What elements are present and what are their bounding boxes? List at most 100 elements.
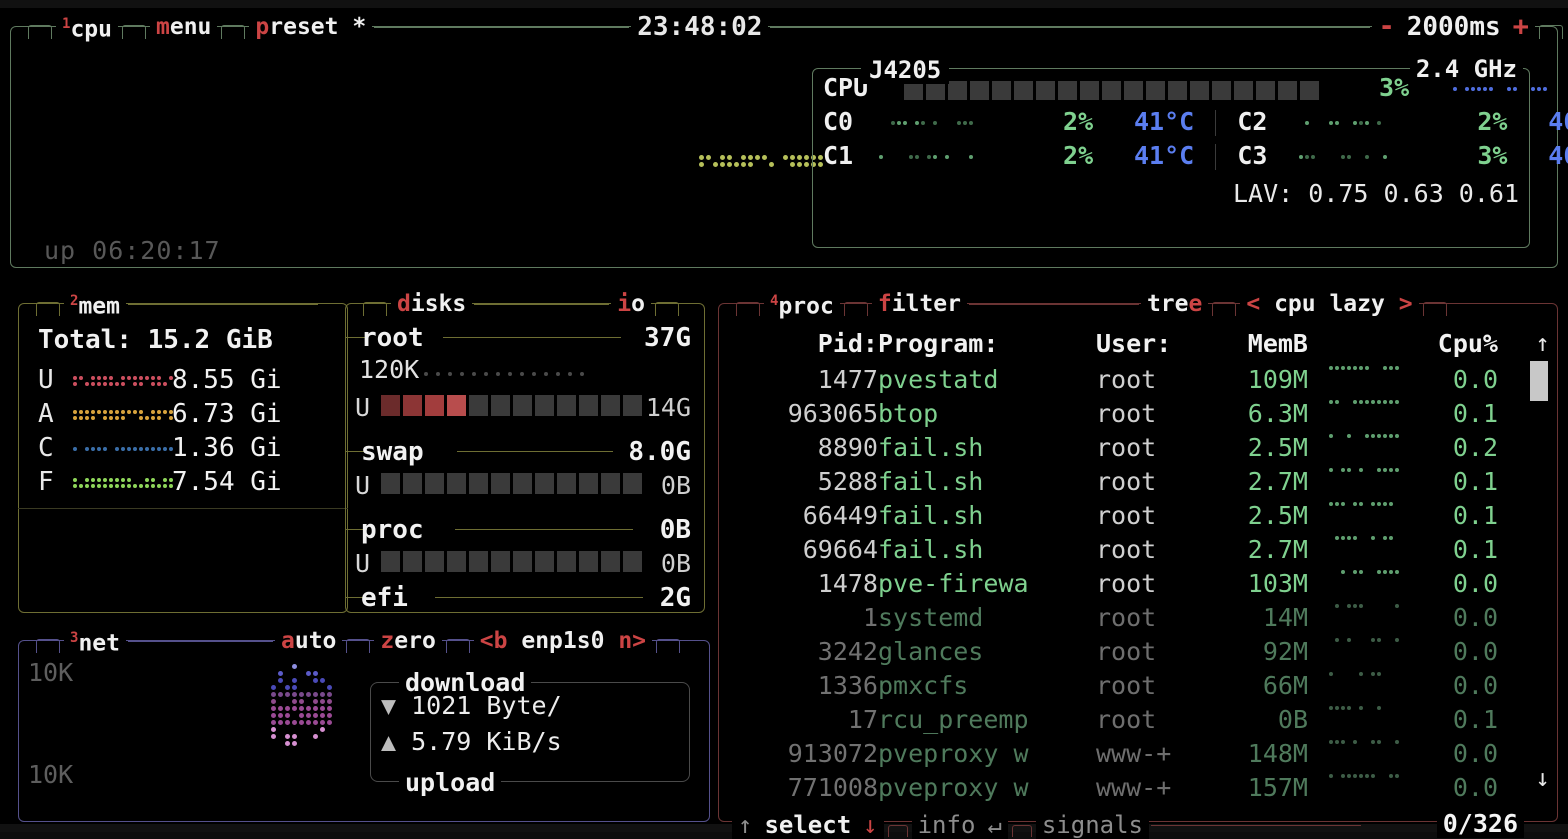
- net-zero-button[interactable]: zero: [374, 630, 441, 652]
- cell-cpu: 0.0: [1428, 637, 1498, 666]
- col-header-memb[interactable]: MemB: [1188, 329, 1308, 358]
- meter-block: [579, 551, 598, 572]
- download-speed: 1021 Byte/: [411, 691, 562, 720]
- net-iface-selector[interactable]: <b enp1s0 n>: [474, 630, 652, 652]
- cell-program: pveproxy w: [878, 739, 1029, 768]
- disks-panel-body: root 37G 120K U 14G swap 8.0G U 0B: [345, 303, 705, 613]
- auto-hotkey: a: [281, 628, 295, 654]
- core-percent-c1: 2%: [1043, 143, 1093, 169]
- cell-cpu: 0.0: [1428, 603, 1498, 632]
- mem-graph-a: [72, 409, 172, 421]
- cell-cpu-graph: [1328, 705, 1400, 711]
- net-auto-button[interactable]: auto: [275, 630, 342, 652]
- cell-pid: 69664: [728, 535, 878, 564]
- cell-cpu: 0.1: [1428, 705, 1498, 734]
- filter-button[interactable]: filter: [872, 293, 967, 315]
- cell-mem: 2.5M: [1188, 501, 1308, 530]
- net-panel-body: 10K 10K download upload ▼ 1021 Byte/ ▲ 5…: [18, 640, 710, 822]
- core-temp-c0: 41°C: [1108, 109, 1194, 135]
- iface-next-button[interactable]: n>: [618, 628, 646, 654]
- cpu-title[interactable]: 1cpu: [56, 13, 118, 41]
- net-panel: 3net auto zero <b enp1s0 n> 10K 10K down…: [18, 630, 710, 822]
- net-scale-bottom: 10K: [28, 760, 73, 789]
- net-scale-top: 10K: [28, 658, 73, 687]
- cell-program: btop: [878, 399, 938, 428]
- meter-block: [491, 395, 510, 416]
- cpu-total-percent: 3%: [1337, 75, 1409, 101]
- signals-label[interactable]: signals: [1036, 811, 1149, 839]
- tree-toggle[interactable]: tree: [1141, 293, 1208, 315]
- sort-selector[interactable]: < cpu lazy >: [1240, 293, 1418, 315]
- cell-cpu: 0.1: [1428, 501, 1498, 530]
- cell-user: root: [1096, 671, 1156, 700]
- net-bracket-iface: [446, 639, 470, 653]
- core-percent-c3: 3%: [1457, 143, 1507, 169]
- disk-rule-mid: [443, 337, 621, 338]
- cell-mem: 92M: [1188, 637, 1308, 666]
- col-header-pid[interactable]: Pid:: [728, 329, 878, 358]
- interval-plus-button[interactable]: +: [1507, 16, 1535, 38]
- disk-free-root: 14G: [646, 393, 691, 422]
- info-label[interactable]: info: [912, 811, 982, 839]
- mem-value-available: 6.73 Gi: [172, 399, 282, 429]
- mem-graph-c: [72, 446, 172, 452]
- disk-io-graph-root: [423, 371, 591, 377]
- net-title[interactable]: 3net: [64, 627, 126, 655]
- meter-block: [1212, 81, 1231, 100]
- io-toggle[interactable]: io: [611, 293, 651, 315]
- meter-block: [535, 395, 554, 416]
- col-header-user[interactable]: User:: [1096, 329, 1171, 358]
- cell-cpu: 0.0: [1428, 671, 1498, 700]
- disk-io-root: 120K: [359, 355, 419, 384]
- cell-user: root: [1096, 467, 1156, 496]
- filter-hotkey: f: [878, 291, 892, 317]
- footer-bracket-info: [888, 825, 908, 837]
- select-up-icon[interactable]: ↑: [732, 811, 758, 839]
- meter-block: [623, 395, 642, 416]
- core-percent-c0: 2%: [1043, 109, 1093, 135]
- interval-minus-button[interactable]: -: [1372, 16, 1400, 38]
- cell-user: root: [1096, 569, 1156, 598]
- proc-scrollbar-thumb[interactable]: [1530, 361, 1548, 401]
- meter-block: [601, 473, 620, 494]
- iface-prev-button[interactable]: <b: [480, 628, 508, 654]
- load-average-row: LAV: 0.75 0.63 0.61: [1233, 179, 1519, 208]
- meter-block: [1300, 81, 1319, 100]
- meter-block: [425, 551, 444, 572]
- sort-next-button[interactable]: >: [1399, 291, 1413, 317]
- meter-block: [425, 395, 444, 416]
- footer-bracket-signals: [1012, 825, 1032, 837]
- cell-user: root: [1096, 705, 1156, 734]
- cpu-model-label: J4205: [861, 56, 949, 84]
- scroll-up-icon[interactable]: ↑: [1536, 329, 1550, 357]
- cpu-total-meter: [904, 76, 1322, 102]
- cpu-panel: 1cpu menu preset * 23:48:02 - 2000ms + u…: [10, 16, 1558, 268]
- mem-title[interactable]: 2mem: [64, 290, 126, 318]
- disk-rule-mid-proc: [455, 529, 633, 530]
- proc-title[interactable]: 4proc: [764, 290, 840, 318]
- cell-pid: 913072: [728, 739, 878, 768]
- cell-cpu-graph: [1328, 773, 1400, 779]
- select-down-icon[interactable]: ↓: [857, 811, 883, 839]
- sort-prev-button[interactable]: <: [1246, 291, 1260, 317]
- select-label[interactable]: select: [758, 811, 857, 839]
- col-header-program[interactable]: Program:: [878, 329, 998, 358]
- disks-title[interactable]: disks: [391, 293, 472, 315]
- preset-button[interactable]: preset *: [249, 16, 372, 38]
- proc-panel: 4proc filter tree < cpu lazy > Pid: Prog…: [718, 293, 1558, 822]
- upload-label: upload: [399, 768, 501, 797]
- cell-mem: 66M: [1188, 671, 1308, 700]
- meter-block: [513, 395, 532, 416]
- cell-user: www-+: [1096, 739, 1171, 768]
- net-title-rule: [128, 641, 273, 642]
- meter-block: [491, 551, 510, 572]
- cell-pid: 5288: [728, 467, 878, 496]
- menu-button[interactable]: menu: [150, 16, 217, 38]
- proc-bracket-filter: [844, 302, 868, 316]
- disks-title-bracket: [363, 302, 387, 316]
- col-header-cpu[interactable]: Cpu%: [1428, 329, 1498, 358]
- scroll-down-icon[interactable]: ↓: [1536, 764, 1550, 792]
